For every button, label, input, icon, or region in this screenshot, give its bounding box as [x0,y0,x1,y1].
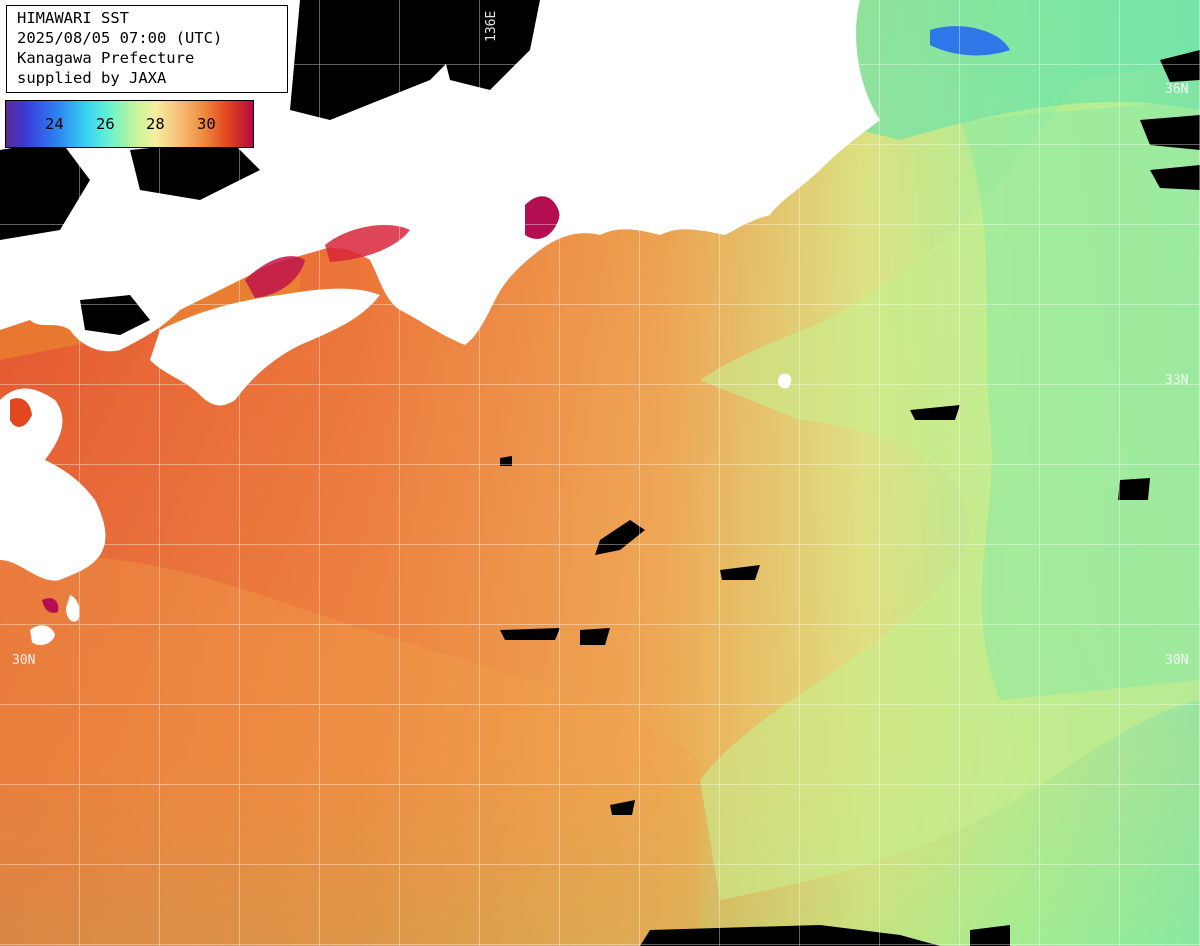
lat-label-30n-left: 30N [12,653,36,668]
colorbar-label: 28 [146,115,165,133]
map-region: Kanagawa Prefecture [17,49,195,67]
map-credit: supplied by JAXA [17,69,167,87]
lon-label-136e: 136E [484,10,499,42]
map-datetime: 2025/08/05 07:00 (UTC) [17,29,223,47]
info-box: HIMAWARI SST 2025/08/05 07:00 (UTC) Kana… [6,5,288,93]
colorbar-label: 26 [96,115,115,133]
lat-label-36n: 36N [1165,82,1189,97]
temperature-colorbar: 24 26 28 30 [5,100,254,148]
map-title: HIMAWARI SST [17,9,129,27]
colorbar-label: 24 [45,115,64,133]
lat-label-30n-right: 30N [1165,653,1189,668]
lat-label-33n: 33N [1165,373,1189,388]
colorbar-label: 30 [197,115,216,133]
